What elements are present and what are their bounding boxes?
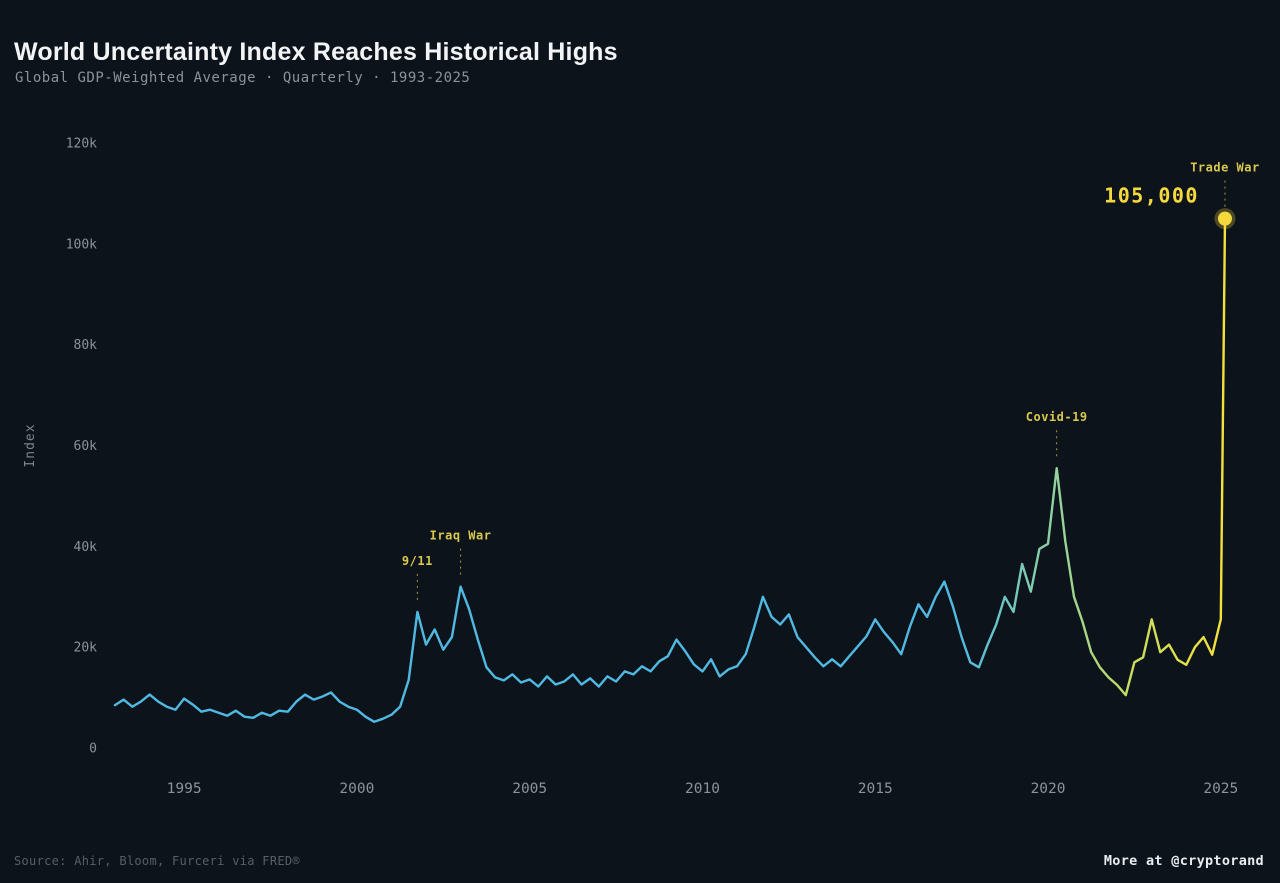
credit-text: More at @cryptorand [1103,853,1264,869]
y-tick-label: 120k [66,137,97,152]
y-tick-label: 40k [74,540,98,555]
source-attribution: Source: Ahir, Bloom, Furceri via FRED® [14,854,300,868]
y-tick-label: 60k [74,439,98,454]
x-tick-label: 2000 [339,781,374,797]
annotation-label: Trade War [1190,161,1260,175]
page-title: World Uncertainty Index Reaches Historic… [14,37,618,66]
y-tick-label: 20k [74,641,98,656]
x-tick-label: 2010 [685,781,720,797]
peak-value-label: 105,000 [1104,184,1199,208]
x-tick-label: 2005 [512,781,547,797]
y-tick-label: 0 [89,742,97,757]
x-tick-label: 1995 [167,781,202,797]
y-tick-label: 100k [66,237,97,252]
y-tick-label: 80k [74,338,98,353]
x-tick-label: 2020 [1031,781,1066,797]
index-line [113,217,1227,723]
peak-marker-dot [1217,211,1232,226]
page-subtitle: Global GDP-Weighted Average · Quarterly … [15,70,471,86]
x-tick-label: 2015 [858,781,893,797]
annotation-label: 9/11 [402,554,433,568]
x-tick-label: 2025 [1203,781,1238,797]
y-axis-label: Index [23,423,38,467]
annotation-label: Covid-19 [1026,410,1088,424]
annotation-label: Iraq War [430,529,492,543]
